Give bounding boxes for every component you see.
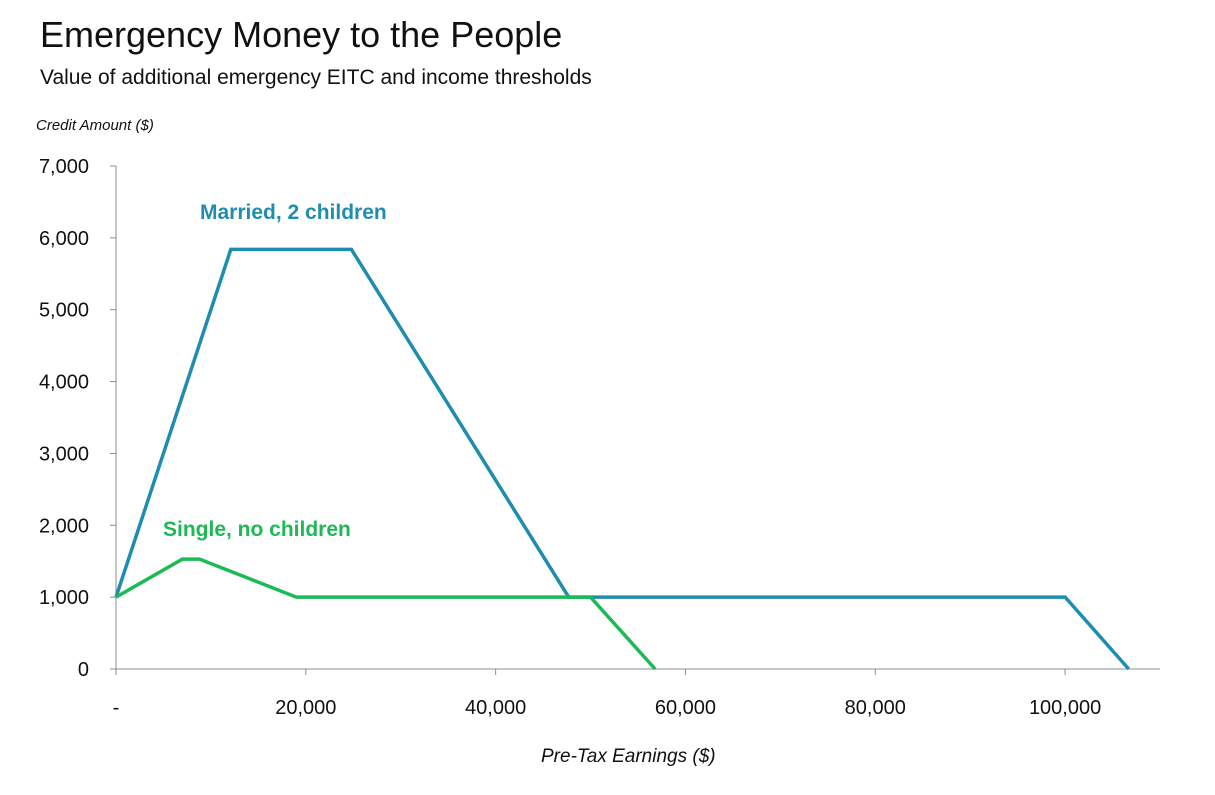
x-tick-label: 100,000	[1029, 697, 1101, 719]
y-tick-label: 2,000	[39, 515, 89, 537]
axes	[115, 166, 1160, 670]
series-lines	[114, 247, 1131, 671]
y-tick-label: 3,000	[39, 443, 89, 465]
y-tick-label: 1,000	[39, 587, 89, 609]
x-tick-label: 60,000	[655, 697, 716, 719]
x-tick-label: 80,000	[845, 697, 906, 719]
x-tick-label: 20,000	[275, 697, 336, 719]
y-tick-label: 7,000	[39, 156, 89, 178]
series-line-0	[114, 247, 1131, 671]
series-line-1	[115, 557, 657, 671]
y-tick-label: 4,000	[39, 372, 89, 394]
chart-subtitle: Value of additional emergency EITC and i…	[40, 66, 592, 89]
x-tick-label: 40,000	[465, 697, 526, 719]
chart-title: Emergency Money to the People	[40, 14, 563, 55]
ticks: 0 1,000 2,000 3,000 4,000 5,000 6,000 7,000 - 20,…	[39, 156, 1101, 719]
series-labels: Married, 2 children Single, no children	[163, 201, 387, 541]
x-axis-label: Pre-Tax Earnings ($)	[541, 746, 716, 767]
series-label-1: Single, no children	[163, 518, 351, 541]
y-tick-label: 6,000	[39, 228, 89, 250]
y-tick-label: 0	[78, 659, 89, 681]
series-label-0: Married, 2 children	[200, 201, 387, 224]
y-tick-label: 5,000	[39, 300, 89, 322]
y-axis-label: Credit Amount ($)	[36, 117, 154, 134]
x-tick-label: -	[113, 697, 120, 719]
